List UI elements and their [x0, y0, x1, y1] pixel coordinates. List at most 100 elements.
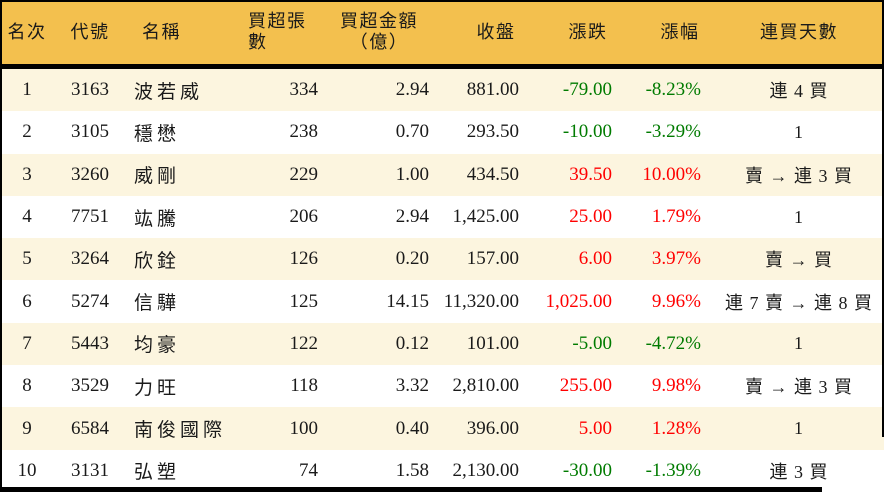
cell-rank: 5 — [22, 248, 32, 270]
table-border-top — [0, 0, 884, 2]
cell-streak: 1 — [794, 333, 804, 354]
cell-volume: 118 — [290, 375, 318, 397]
table-row: 10 3131 弘塑 74 1.58 2,130.00 -30.00 -1.39… — [0, 449, 884, 492]
cell-code: 7751 — [71, 206, 109, 228]
cell-name: 均豪 — [134, 335, 181, 357]
cell-volume: 229 — [289, 163, 319, 185]
cell-change-pct: -1.39% — [645, 459, 701, 481]
cell-streak: 賣 → 連 3 買 — [745, 165, 853, 186]
cell-amount: 1.58 — [395, 459, 429, 481]
cell-code: 5274 — [71, 290, 109, 312]
table-border-right — [882, 0, 884, 437]
cell-change: -30.00 — [562, 459, 612, 481]
table-row: 8 3529 力旺 118 3.32 2,810.00 255.00 9.98%… — [0, 365, 884, 408]
cell-amount: 0.70 — [395, 121, 429, 143]
column-header-amount: 買超金額 （億） — [324, 0, 434, 64]
column-header-close: 收盤 — [476, 21, 516, 42]
cell-code: 3163 — [71, 79, 109, 101]
cell-change-pct: 9.96% — [651, 290, 701, 312]
cell-change-pct: -4.72% — [645, 332, 701, 354]
cell-change: 39.50 — [569, 163, 612, 185]
table-row: 2 3105 穩懋 238 0.70 293.50 -10.00 -3.29% … — [0, 111, 884, 154]
table-row: 5 3264 欣銓 126 0.20 157.00 6.00 3.97% 賣 →… — [0, 238, 884, 281]
cell-volume: 74 — [299, 459, 318, 481]
column-header-name: 名稱 — [142, 21, 181, 42]
cell-streak: 連 3 買 — [769, 461, 829, 482]
cell-change: 1,025.00 — [545, 290, 613, 312]
cell-rank: 10 — [17, 459, 37, 481]
cell-code: 3264 — [71, 248, 109, 270]
cell-amount: 14.15 — [386, 290, 429, 312]
cell-close: 11,320.00 — [443, 290, 519, 312]
cell-name: 力旺 — [134, 377, 181, 399]
cell-streak: 賣 → 連 3 買 — [745, 377, 853, 398]
cell-volume: 206 — [289, 206, 319, 228]
cell-amount: 0.20 — [395, 248, 429, 270]
cell-name: 波若威 — [134, 81, 204, 103]
cell-name: 南俊國際 — [134, 420, 227, 442]
cell-name: 信驊 — [134, 293, 181, 315]
cell-rank: 2 — [22, 121, 32, 143]
table-header: 名次 代號 名稱 買超張數 買超金額 （億） 收盤 漲跌 漲幅 連買天數 — [0, 0, 884, 69]
table-row: 3 3260 威剛 229 1.00 434.50 39.50 10.00% 賣… — [0, 153, 884, 196]
cell-change: -10.00 — [562, 121, 612, 143]
cell-code: 3131 — [71, 459, 109, 481]
cell-volume: 126 — [289, 248, 319, 270]
cell-change-pct: -8.23% — [645, 79, 701, 101]
cell-code: 5443 — [71, 332, 109, 354]
table-row: 9 6584 南俊國際 100 0.40 396.00 5.00 1.28% 1 — [0, 407, 884, 450]
cell-change-pct: 3.97% — [651, 248, 701, 270]
cell-volume: 334 — [289, 79, 319, 101]
cell-change-pct: 1.28% — [651, 417, 701, 439]
cell-streak: 1 — [794, 418, 804, 439]
table-border-bottom — [0, 487, 822, 492]
cell-streak: 1 — [794, 121, 804, 142]
cell-change-pct: 1.79% — [651, 206, 701, 228]
cell-name: 弘塑 — [134, 462, 181, 484]
cell-change-pct: 10.00% — [642, 163, 701, 185]
column-header-code: 代號 — [70, 21, 110, 42]
cell-close: 2,130.00 — [452, 459, 520, 481]
table-row: 6 5274 信驊 125 14.15 11,320.00 1,025.00 9… — [0, 280, 884, 323]
cell-close: 1,425.00 — [452, 206, 520, 228]
cell-rank: 4 — [22, 206, 32, 228]
cell-change: 6.00 — [578, 248, 612, 270]
cell-rank: 6 — [22, 290, 32, 312]
cell-volume: 125 — [289, 290, 319, 312]
cell-volume: 238 — [289, 121, 319, 143]
table-border-left — [0, 0, 2, 492]
cell-change: 255.00 — [559, 375, 612, 397]
table-row: 7 5443 均豪 122 0.12 101.00 -5.00 -4.72% 1 — [0, 322, 884, 366]
cell-volume: 100 — [289, 417, 319, 439]
cell-close: 293.50 — [466, 121, 519, 143]
cell-close: 101.00 — [466, 332, 519, 354]
cell-streak: 連 4 買 — [769, 81, 829, 102]
cell-amount: 1.00 — [395, 163, 429, 185]
cell-volume: 122 — [289, 332, 319, 354]
cell-rank: 9 — [22, 417, 32, 439]
cell-streak: 1 — [794, 206, 804, 227]
cell-amount: 0.12 — [395, 332, 429, 354]
cell-rank: 3 — [22, 163, 32, 185]
cell-name: 竑騰 — [134, 208, 181, 230]
cell-amount: 2.94 — [395, 79, 429, 101]
cell-change: -5.00 — [572, 332, 612, 354]
column-header-amount-line1: 買超金額 — [340, 11, 418, 32]
cell-streak: 賣 → 買 — [765, 250, 833, 271]
cell-name: 穩懋 — [134, 123, 181, 145]
cell-close: 434.50 — [466, 163, 519, 185]
cell-change-pct: 9.98% — [651, 375, 701, 397]
column-header-volume: 買超張數 — [248, 11, 307, 52]
cell-change-pct: -3.29% — [645, 121, 701, 143]
cell-streak: 連 7 賣 → 連 8 買 — [725, 292, 873, 313]
column-header-rank: 名次 — [7, 21, 47, 42]
cell-code: 3105 — [71, 121, 109, 143]
table-body: 1 3163 波若威 334 2.94 881.00 -79.00 -8.23%… — [0, 69, 884, 492]
column-header-change-pct: 漲幅 — [660, 21, 700, 42]
cell-amount: 2.94 — [395, 206, 429, 228]
cell-code: 3260 — [71, 163, 109, 185]
column-header-streak: 連買天數 — [760, 21, 838, 42]
column-header-amount-line2: （億） — [349, 32, 409, 52]
cell-change: -79.00 — [562, 79, 612, 101]
